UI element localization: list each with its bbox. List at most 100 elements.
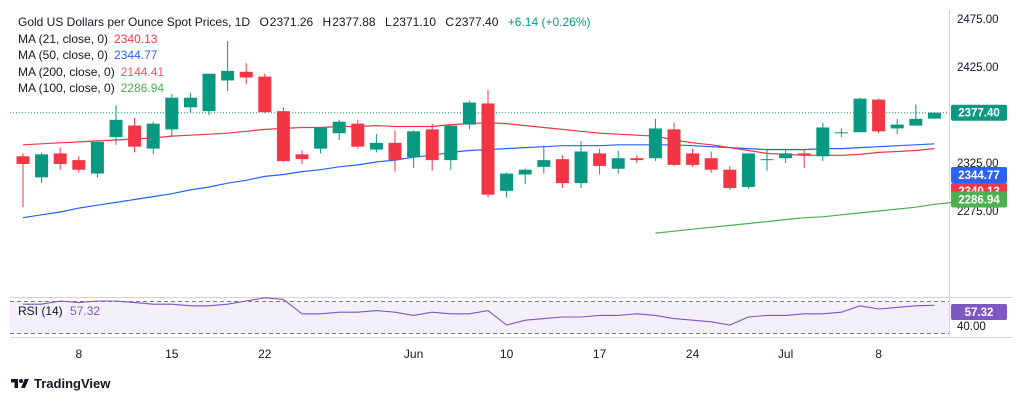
rsi-label: RSI (14) [18, 304, 63, 318]
candle-body [72, 160, 86, 170]
ohlc-row: Gold US Dollars per Ounce Spot Prices, 1… [18, 14, 591, 31]
ma50-line [22, 143, 935, 219]
x-tick-label: Jun [404, 347, 423, 361]
candle-body [53, 153, 67, 164]
low-label: L [384, 15, 392, 29]
candle-body [872, 99, 886, 132]
rsi-value: 57.32 [70, 304, 101, 318]
brand-name: TradingView [34, 376, 111, 391]
candle-body [276, 111, 290, 162]
candle-body [816, 127, 830, 157]
rsi-band [10, 301, 949, 334]
candle-body [834, 132, 848, 134]
indicator-label: MA (200, close, 0) [18, 64, 115, 79]
price-tag-value: 2377.40 [958, 108, 1000, 120]
price-tag-value: 2344.77 [958, 170, 1000, 182]
candle-body [258, 76, 272, 113]
x-tick-label: 10 [500, 347, 514, 361]
high-label: H [322, 15, 332, 29]
chart-legend: Gold US Dollars per Ounce Spot Prices, 1… [18, 14, 591, 97]
candle-body [704, 158, 718, 170]
candle-body [574, 151, 588, 184]
indicator-value: 2144.41 [120, 64, 165, 79]
candle-body [853, 98, 867, 133]
candle-body [314, 127, 328, 149]
candle-body [35, 154, 49, 178]
candle-body [537, 160, 551, 167]
y-tick-label: 2475.00 [957, 14, 999, 26]
candle-body [686, 153, 700, 165]
price-tag [951, 104, 1007, 121]
indicator-label: MA (21, close, 0) [18, 31, 109, 46]
indicator-row-ma50[interactable]: MA (50, close, 0) 2344.77 [18, 47, 591, 64]
x-tick-label: 15 [165, 347, 179, 361]
x-tick-label: 8 [75, 347, 82, 361]
ma100-line [655, 201, 954, 234]
candle-body [481, 103, 495, 195]
candle-body [202, 73, 216, 112]
rsi-tag [951, 304, 1007, 320]
candle-body [165, 97, 179, 130]
candle-body [388, 142, 402, 161]
indicator-row-ma21[interactable]: MA (21, close, 0) 2340.13 [18, 31, 591, 48]
change-value: +6.14 (+0.26%) [507, 15, 591, 29]
close-value: 2377.40 [455, 15, 499, 29]
high-value: 2377.88 [332, 15, 376, 29]
candle-body [779, 153, 793, 159]
candle-body [369, 142, 383, 150]
candle-body [221, 70, 235, 81]
candle-body [630, 158, 644, 161]
candle-body [128, 125, 142, 147]
candle-body [425, 129, 439, 161]
x-tick-label: 17 [593, 347, 607, 361]
x-tick-label: Jul [778, 347, 793, 361]
indicator-row-ma200[interactable]: MA (200, close, 0) 2144.41 [18, 64, 591, 81]
close-label: C [445, 15, 455, 29]
indicator-label: MA (100, close, 0) [18, 81, 115, 95]
candle-body [723, 169, 737, 188]
candle-body [407, 131, 421, 158]
candle-body [444, 125, 458, 161]
indicator-label: MA (50, close, 0) [18, 48, 109, 62]
x-tick-label: 22 [258, 347, 272, 361]
candle-body [295, 154, 309, 160]
candle-body [648, 128, 662, 159]
indicator-value: 2344.77 [114, 48, 158, 62]
candle-body [90, 141, 104, 174]
rsi-level-label: 40.00 [957, 321, 986, 333]
rsi-tag-value: 57.32 [965, 307, 994, 319]
candle-body [109, 119, 123, 138]
candle-body [909, 118, 923, 126]
open-label: O [259, 15, 269, 29]
candle-body [760, 159, 774, 161]
indicator-value: 2286.94 [120, 81, 165, 95]
candle-body [146, 123, 160, 149]
candle-body [611, 158, 625, 169]
indicator-row-ma100[interactable]: MA (100, close, 0) 2286.94 [18, 80, 591, 97]
candle-body [890, 124, 904, 129]
candle-body [16, 156, 30, 164]
candle-body [500, 173, 514, 191]
low-value: 2371.10 [392, 15, 437, 29]
tradingview-branding[interactable]: TradingView [10, 376, 110, 391]
rsi-legend[interactable]: RSI (14) 57.32 [18, 304, 100, 318]
candle-body [351, 123, 365, 147]
y-tick-label: 2275.00 [957, 206, 999, 218]
open-value: 2371.26 [269, 15, 314, 29]
symbol-title: Gold US Dollars per Ounce Spot Prices, 1… [18, 15, 251, 29]
price-tag-value: 2286.94 [958, 195, 1000, 207]
candle-body [927, 112, 941, 119]
rsi-line [23, 297, 935, 326]
x-tick-label: 8 [875, 347, 882, 361]
candle-body [555, 159, 569, 184]
price-tag [951, 191, 1007, 208]
candle-body [797, 153, 811, 156]
candle-body [518, 169, 532, 175]
candle-body [332, 121, 346, 134]
price-tag [951, 167, 1007, 183]
x-tick-label: 24 [686, 347, 700, 361]
candle-body [183, 97, 197, 108]
candle-body [239, 71, 253, 78]
candle-body [593, 153, 607, 166]
